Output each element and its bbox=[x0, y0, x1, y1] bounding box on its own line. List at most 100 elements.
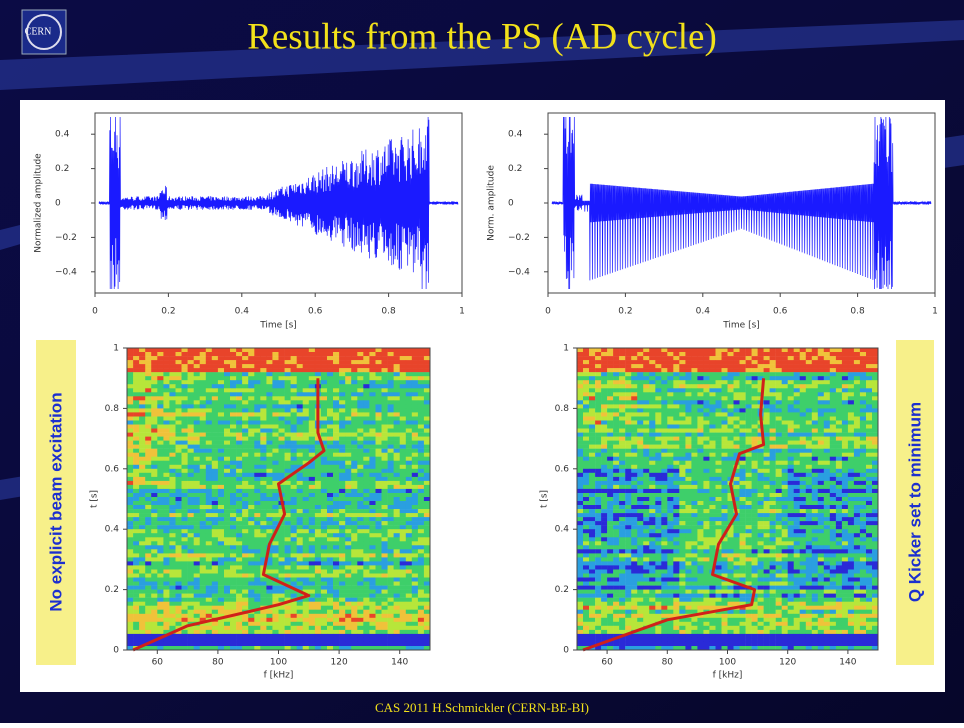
spectrogram-cell bbox=[722, 352, 728, 356]
spectrogram-cell bbox=[327, 497, 333, 501]
spectrogram-cell bbox=[206, 408, 212, 412]
spectrogram-cell bbox=[182, 537, 188, 541]
spectrogram-cell bbox=[424, 590, 430, 594]
spectrogram-cell bbox=[291, 360, 297, 364]
spectrogram-cell bbox=[782, 372, 788, 376]
spectrogram-cell bbox=[303, 388, 309, 392]
spectrogram-cell bbox=[169, 408, 175, 412]
spectrogram-cell bbox=[394, 433, 400, 437]
spectrogram-cell bbox=[297, 404, 303, 408]
spectrogram-cell bbox=[182, 501, 188, 505]
spectrogram-cell bbox=[254, 348, 260, 352]
spectrogram-cell bbox=[583, 356, 589, 360]
spectrogram-cell bbox=[376, 594, 382, 598]
spectrogram-cell bbox=[194, 453, 200, 457]
spectrogram-cell bbox=[333, 594, 339, 598]
spectrogram-cell bbox=[637, 433, 643, 437]
spectrogram-cell bbox=[176, 461, 182, 465]
spectrogram-cell bbox=[830, 388, 836, 392]
spectrogram-cell bbox=[315, 610, 321, 614]
spectrogram-cell bbox=[176, 437, 182, 441]
spectrogram-cell bbox=[169, 425, 175, 429]
spectrogram-cell bbox=[369, 412, 375, 416]
spectrogram-cell bbox=[400, 626, 406, 630]
spectrogram-cell bbox=[601, 372, 607, 376]
spectrogram-cell bbox=[388, 610, 394, 614]
spectrogram-cell bbox=[163, 457, 169, 461]
spectrogram-cell bbox=[145, 441, 151, 445]
spectrogram-cell bbox=[363, 417, 369, 421]
spectrogram-cell bbox=[248, 477, 254, 481]
spectrogram-cell bbox=[291, 388, 297, 392]
spectrogram-cell bbox=[176, 445, 182, 449]
spectrogram-cell bbox=[194, 441, 200, 445]
spectrogram-cell bbox=[200, 529, 206, 533]
spectrogram-cell bbox=[673, 356, 679, 360]
spectrogram-cell bbox=[613, 396, 619, 400]
spectrogram-cell bbox=[369, 461, 375, 465]
spectrogram-cell bbox=[776, 392, 782, 396]
spectrogram-cell bbox=[260, 392, 266, 396]
spectrogram-cell bbox=[836, 356, 842, 360]
spectrogram-cell bbox=[230, 541, 236, 545]
spectrogram-cell bbox=[212, 368, 218, 372]
spectrogram-cell bbox=[836, 425, 842, 429]
spectrogram-cell bbox=[406, 356, 412, 360]
spectrogram-cell bbox=[200, 445, 206, 449]
spectrogram-cell bbox=[236, 449, 242, 453]
spectrogram-cell bbox=[260, 517, 266, 521]
spectrogram-cell bbox=[315, 352, 321, 356]
spectrogram-cell bbox=[836, 364, 842, 368]
spectrogram-cell bbox=[691, 384, 697, 388]
spectrogram-cell bbox=[139, 368, 145, 372]
spectrogram-cell bbox=[133, 529, 139, 533]
spectrogram-cell bbox=[673, 380, 679, 384]
spectrogram-cell bbox=[363, 578, 369, 582]
spectrogram-cell bbox=[788, 425, 794, 429]
spectrogram-cell bbox=[649, 348, 655, 352]
spectrogram-cell bbox=[734, 368, 740, 372]
spectrogram-cell bbox=[752, 412, 758, 416]
spectrogram-cell bbox=[297, 392, 303, 396]
spectrogram-cell bbox=[157, 453, 163, 457]
spectrogram-cell bbox=[709, 388, 715, 392]
spectrogram-cell bbox=[673, 437, 679, 441]
spectrogram-cell bbox=[613, 417, 619, 421]
spectrogram-cell bbox=[418, 489, 424, 493]
spectrogram-cell bbox=[394, 509, 400, 513]
spectrogram-cell bbox=[595, 400, 601, 404]
spectrogram-cell bbox=[661, 408, 667, 412]
spectrogram-cell bbox=[297, 521, 303, 525]
spectrogram-cell bbox=[412, 384, 418, 388]
spectrogram-cell bbox=[315, 565, 321, 569]
spectrogram-cell bbox=[351, 412, 357, 416]
spectrogram-cell bbox=[794, 429, 800, 433]
spectrogram-cell bbox=[382, 549, 388, 553]
spectrogram-cell bbox=[691, 348, 697, 352]
spectrogram-cell bbox=[400, 429, 406, 433]
spectrogram-cell bbox=[333, 638, 339, 642]
spectrogram-cell bbox=[770, 384, 776, 388]
spectrogram-cell bbox=[248, 630, 254, 634]
spectrogram-cell bbox=[163, 638, 169, 642]
spectrogram-cell bbox=[740, 372, 746, 376]
spectrogram-cell bbox=[722, 400, 728, 404]
spectrogram-cell bbox=[236, 352, 242, 356]
spectrogram-cell bbox=[339, 372, 345, 376]
spectrogram-cell bbox=[163, 400, 169, 404]
spectrogram-cell bbox=[382, 408, 388, 412]
spectrogram-cell bbox=[176, 368, 182, 372]
spectrogram-cell bbox=[212, 465, 218, 469]
spectrogram-cell bbox=[133, 521, 139, 525]
spectrogram-cell bbox=[388, 417, 394, 421]
spectrogram-cell bbox=[291, 582, 297, 586]
spectrogram-cell bbox=[194, 421, 200, 425]
spectrogram-cell bbox=[291, 630, 297, 634]
spectrogram-cell bbox=[169, 473, 175, 477]
spectrogram-cell bbox=[133, 400, 139, 404]
spectrogram-cell bbox=[376, 545, 382, 549]
spectrogram-cell bbox=[382, 485, 388, 489]
spectrogram-cell bbox=[315, 622, 321, 626]
spectrogram-cell bbox=[339, 549, 345, 553]
spectrogram-cell bbox=[631, 372, 637, 376]
